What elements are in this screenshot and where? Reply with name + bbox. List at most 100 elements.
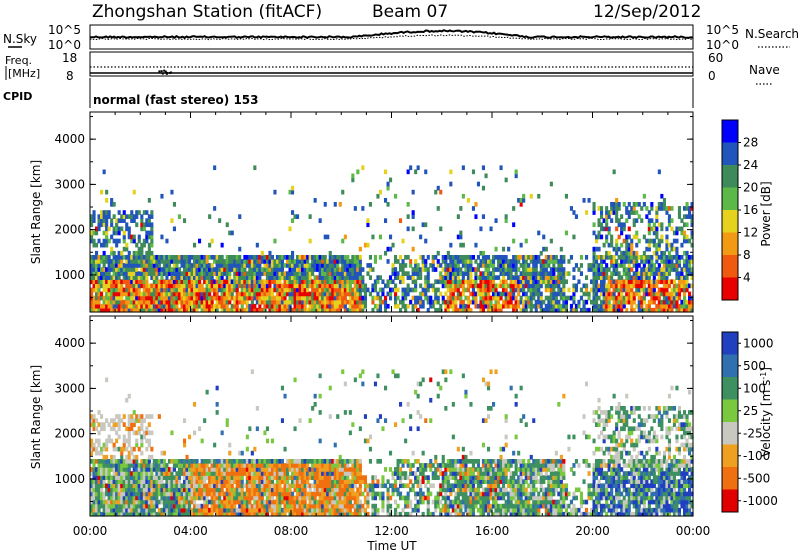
echo-cell (394, 255, 397, 260)
echo-cell (680, 243, 683, 248)
echo-cell (326, 235, 329, 240)
echo-cell (218, 496, 221, 501)
echo-cell (520, 243, 523, 248)
echo-cell (686, 235, 689, 240)
echo-cell (615, 198, 618, 203)
echo-cell (675, 231, 678, 236)
echo-cell (281, 459, 284, 464)
echo-cell (603, 259, 606, 264)
echo-cell (384, 198, 387, 203)
echo-cell (583, 198, 586, 203)
echo-cell (226, 222, 229, 227)
echo-cell (193, 431, 196, 436)
echo-cell (163, 451, 166, 456)
echo-cell (630, 247, 633, 252)
echo-cell (387, 186, 390, 191)
echo-cell (233, 504, 236, 509)
echo-cell (580, 271, 583, 276)
freq-label: Freq. (5, 54, 32, 67)
echo-cell (552, 271, 555, 276)
echo-cell (439, 271, 442, 276)
echo-cell (444, 259, 447, 264)
echo-cell (319, 439, 322, 444)
echo-cell (130, 210, 133, 215)
echo-cell (688, 239, 691, 244)
echo-cell (118, 275, 121, 280)
echo-cell (560, 263, 563, 268)
echo-cell (145, 239, 148, 244)
echo-cell (414, 288, 417, 293)
echo-cell (643, 202, 646, 207)
echo-cell (605, 235, 608, 240)
echo-cell (115, 243, 118, 248)
echo-cell (173, 467, 176, 472)
echo-cell (572, 300, 575, 305)
echo-cell (123, 218, 126, 223)
echo-cell (588, 296, 591, 301)
echo-cell (286, 479, 289, 484)
echo-cell (577, 267, 580, 272)
echo-cell (670, 243, 673, 248)
echo-cell (593, 210, 596, 215)
echo-cell (271, 496, 274, 501)
echo-cell (595, 239, 598, 244)
echo-cell (469, 271, 472, 276)
echo-cell (359, 255, 362, 260)
echo-cell (495, 218, 498, 223)
echo-cell (588, 198, 591, 203)
echo-cell (427, 279, 430, 284)
echo-cell (165, 239, 168, 244)
echo-cell (178, 214, 181, 219)
echo-cell (110, 218, 113, 223)
echo-cell (153, 508, 156, 513)
echo-cell (284, 394, 287, 399)
echo-cell (213, 443, 216, 448)
echo-cell (359, 259, 362, 264)
echo-cell (346, 255, 349, 260)
echo-cell (640, 304, 643, 309)
echo-cell (442, 296, 445, 301)
echo-cell (620, 231, 623, 236)
echo-cell (150, 214, 153, 219)
echo-cell (397, 271, 400, 276)
echo-cell (459, 235, 462, 240)
echo-cell (281, 418, 284, 423)
echo-cell (660, 227, 663, 232)
echo-cell (113, 214, 116, 219)
echo-cell (439, 304, 442, 309)
echo-cell (304, 304, 307, 309)
echo-cell (678, 263, 681, 268)
echo-cell (306, 259, 309, 264)
echo-cell (648, 304, 651, 309)
echo-cell (241, 451, 244, 456)
echo-cell (130, 451, 133, 456)
echo-cell (354, 206, 357, 211)
echo-cell (615, 259, 618, 264)
echo-cell (226, 304, 229, 309)
echo-cell (600, 222, 603, 227)
echo-cell (620, 243, 623, 248)
echo-cell (158, 263, 161, 268)
echo-cell (246, 435, 249, 440)
echo-cell (299, 418, 302, 423)
echo-cell (447, 251, 450, 256)
echo-cell (105, 235, 108, 240)
echo-cell (462, 292, 465, 297)
echo-cell (517, 267, 520, 272)
echo-cell (387, 202, 390, 207)
echo-cell (241, 479, 244, 484)
echo-cell (253, 304, 256, 309)
freq-series (90, 67, 693, 75)
echo-cell (653, 300, 656, 305)
echo-cell (565, 300, 568, 305)
echo-cell (457, 275, 460, 280)
echo-cell (125, 398, 128, 403)
echo-cell (379, 235, 382, 240)
echo-cell (595, 259, 598, 264)
echo-cell (487, 292, 490, 297)
echo-cell (623, 222, 626, 227)
echo-cell (407, 255, 410, 260)
echo-cell (95, 426, 98, 431)
echo-cell (658, 243, 661, 248)
echo-cell (462, 243, 465, 248)
